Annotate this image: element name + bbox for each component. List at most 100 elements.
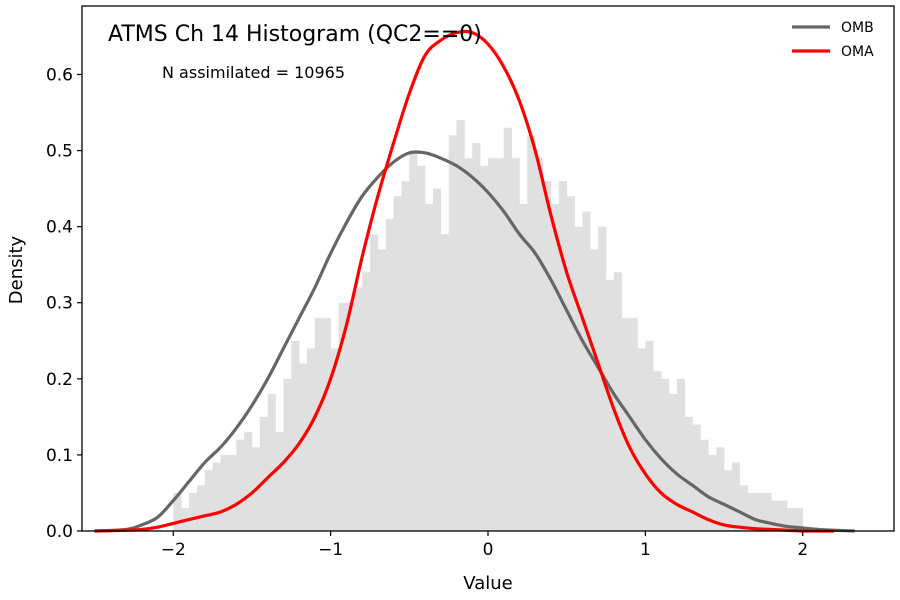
y-axis-ticks: 0.0 0.1 0.2 0.3 0.4 0.5 0.6	[46, 65, 82, 542]
x-axis-label: Value	[463, 573, 512, 594]
histogram-bar	[385, 219, 394, 532]
density-curves	[94, 29, 855, 533]
histogram-bar	[401, 181, 410, 531]
histogram-bar	[346, 302, 355, 531]
histogram-bar	[196, 485, 206, 531]
histogram-bar	[558, 181, 567, 531]
histogram-bar	[495, 158, 505, 532]
histogram-bar	[621, 317, 630, 531]
histogram-bar	[283, 378, 292, 531]
histogram-bar	[189, 492, 198, 531]
histogram-bar	[771, 500, 780, 531]
x-tick-label: −1	[318, 540, 343, 560]
histogram-bar	[275, 432, 284, 531]
x-tick-label: 0	[483, 540, 494, 560]
histogram-bar	[786, 508, 796, 531]
histogram-bar	[322, 317, 331, 531]
y-tick-label: 0.2	[46, 370, 73, 390]
x-tick-label: −2	[161, 540, 186, 560]
y-tick-label: 0.3	[46, 294, 73, 314]
histogram-bar	[432, 188, 442, 532]
series-line-oma	[94, 29, 835, 533]
legend-label-omb: OMB	[841, 20, 874, 36]
y-tick-label: 0.6	[46, 65, 73, 85]
histogram-bar	[716, 447, 725, 531]
histogram-bar	[267, 394, 276, 531]
histogram-bar	[747, 492, 756, 531]
histogram-bar	[220, 454, 229, 531]
histogram-bar	[708, 454, 717, 531]
y-tick-label: 0.1	[46, 446, 73, 466]
histogram-bar	[755, 492, 764, 531]
histogram-bar	[299, 363, 308, 531]
histogram-bar	[645, 340, 654, 531]
histogram-bar	[173, 492, 182, 531]
histogram-bar	[739, 485, 748, 531]
histogram-bar	[472, 142, 481, 531]
histogram-bar	[794, 508, 804, 531]
histogram-bar	[330, 348, 339, 531]
histogram-bar	[204, 470, 213, 531]
histogram-bar	[653, 371, 662, 531]
histogram-bar	[606, 279, 615, 531]
y-tick-label: 0.0	[46, 522, 73, 542]
histogram-bar	[527, 135, 536, 531]
histogram-bar	[417, 165, 426, 531]
y-axis-label: Density	[6, 235, 27, 304]
histogram-bar	[676, 378, 686, 531]
histogram-bar	[488, 158, 497, 532]
legend: OMB OMA	[792, 20, 874, 60]
histogram-bar	[731, 462, 741, 531]
histogram-bar	[566, 196, 575, 531]
histogram-bar	[668, 394, 678, 531]
histogram-bar	[535, 158, 544, 532]
histogram-bar	[440, 234, 449, 531]
histogram-bar	[637, 348, 646, 531]
histogram-bar	[574, 226, 583, 531]
x-tick-label: 1	[640, 540, 651, 560]
histogram-bar	[314, 317, 324, 531]
histogram-bar	[480, 165, 489, 531]
histogram-bar	[307, 348, 316, 531]
histogram-bar	[448, 135, 457, 531]
legend-label-oma: OMA	[841, 44, 874, 60]
histogram-bar	[724, 470, 733, 531]
series-line-omb	[94, 150, 855, 533]
histogram-bar	[590, 249, 599, 532]
histogram-bar	[543, 181, 552, 531]
histogram-bar	[228, 454, 237, 531]
histogram-bar	[456, 120, 465, 531]
histogram-bars	[173, 120, 804, 532]
y-tick-label: 0.5	[46, 142, 73, 162]
histogram-bar	[779, 500, 788, 531]
histogram-bar	[464, 158, 473, 532]
histogram-bar	[354, 287, 363, 531]
histogram-bar	[236, 439, 245, 531]
histogram-bar	[212, 462, 221, 531]
histogram-bar	[291, 340, 300, 531]
x-tick-label: 2	[797, 540, 808, 560]
histogram-bar	[511, 158, 520, 532]
x-axis-ticks: −2 −1 0 1 2	[161, 531, 808, 560]
histogram-bar	[582, 211, 591, 531]
chart-title: ATMS Ch 14 Histogram (QC2==0)	[108, 22, 482, 47]
histogram-bar	[393, 196, 402, 531]
y-tick-label: 0.4	[46, 218, 73, 238]
histogram-bar	[519, 203, 528, 531]
histogram-bar	[692, 424, 701, 531]
histogram-bar	[409, 150, 418, 531]
histogram-bar	[550, 203, 560, 531]
histogram-bar	[700, 439, 709, 531]
histogram-bar	[763, 492, 772, 531]
histogram-bar	[244, 432, 253, 531]
histogram-bar	[661, 378, 670, 531]
histogram-bar	[338, 302, 347, 531]
histogram-bar	[259, 416, 268, 531]
histogram-bar	[425, 203, 434, 531]
histogram-bar	[362, 272, 371, 531]
histogram-bar	[377, 249, 387, 532]
histogram-bar	[503, 127, 512, 532]
n-assimilated-annotation: N assimilated = 10965	[162, 63, 345, 82]
histogram-bar	[369, 234, 379, 531]
